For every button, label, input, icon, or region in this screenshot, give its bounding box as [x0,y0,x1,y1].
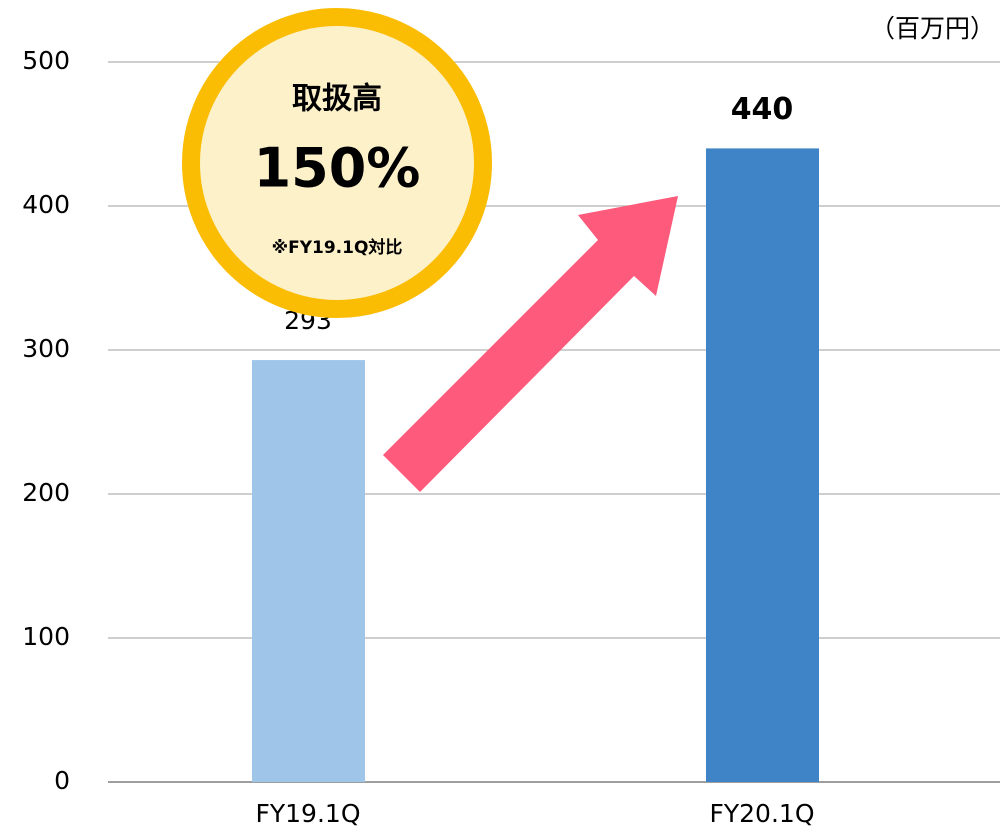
badge-note: ※FY19.1Q対比 [272,237,403,258]
y-tick-label: 200 [22,478,70,507]
y-tick-label: 0 [54,766,70,795]
y-tick-label: 100 [22,622,70,651]
unit-label: （百万円） [870,14,995,43]
badge [182,8,492,318]
badge-title: 取扱高 [292,82,382,117]
arrow [383,196,678,492]
y-tick-label: 300 [22,334,70,363]
badge-value: 150% [254,137,421,200]
y-tick-label: 500 [22,46,70,75]
y-tick-label: 400 [22,190,70,219]
data-label: 440 [731,92,794,127]
bar [252,360,365,782]
x-tick-label: FY20.1Q [710,799,815,828]
bar [706,148,819,782]
x-tick-label: FY19.1Q [256,799,361,828]
